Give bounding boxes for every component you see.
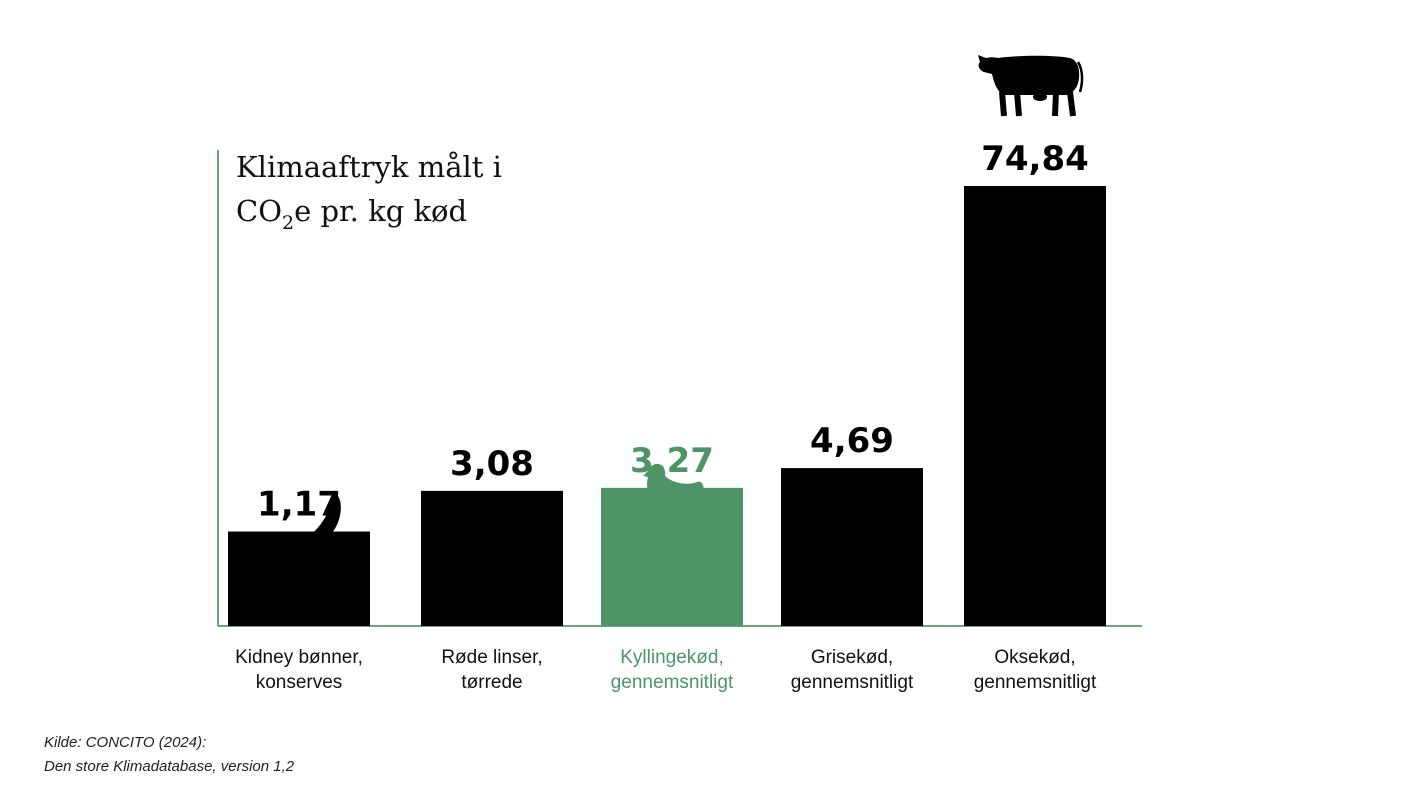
source-line2: Den store Klimadatabase, version 1,2	[44, 758, 295, 775]
category-label-1-line2: tørrede	[461, 672, 522, 693]
bar-1	[421, 490, 563, 626]
bars-group	[228, 186, 1106, 626]
value-labels-group: 1,17 3,08 3,27 4,69 74,84	[257, 139, 1089, 525]
bar-4	[964, 186, 1106, 626]
chart-title-line2: CO2e pr. kg kød	[236, 194, 467, 234]
value-label-3: 4,69	[810, 421, 894, 461]
chart-title: Klimaaftryk målt i	[236, 150, 502, 184]
value-label-0: 1,17	[257, 485, 341, 525]
category-label-4-line1: Oksekød,	[994, 647, 1075, 668]
value-label-2: 3,27	[630, 441, 714, 481]
category-labels-group: Kidney bønner, konserves Røde linser, tørre…	[235, 647, 1097, 693]
chart-title-line1: Klimaaftryk målt i	[236, 150, 502, 184]
chart-title-suffix: e pr. kg kød	[294, 194, 467, 228]
bar-3	[781, 468, 923, 626]
cow-icon	[978, 55, 1084, 117]
category-label-2-line2: gennemsnitligt	[611, 672, 734, 693]
value-label-1: 3,08	[450, 444, 534, 484]
source-line1: Kilde: CONCITO (2024):	[44, 734, 206, 751]
bar-0	[228, 531, 370, 626]
chart-title-subscript: 2	[282, 212, 294, 234]
category-label-3-line1: Grisekød,	[811, 647, 893, 668]
value-label-4: 74,84	[981, 139, 1089, 179]
chart-title-co: CO	[236, 194, 282, 228]
category-label-0-line1: Kidney bønner,	[235, 647, 363, 668]
category-label-3-line2: gennemsnitligt	[791, 672, 914, 693]
category-label-4-line2: gennemsnitligt	[974, 672, 1097, 693]
category-label-1-line1: Røde linser,	[441, 647, 542, 668]
category-label-0-line2: konserves	[256, 672, 343, 693]
category-label-2-line1: Kyllingekød,	[620, 647, 724, 668]
bar-2	[601, 487, 743, 626]
